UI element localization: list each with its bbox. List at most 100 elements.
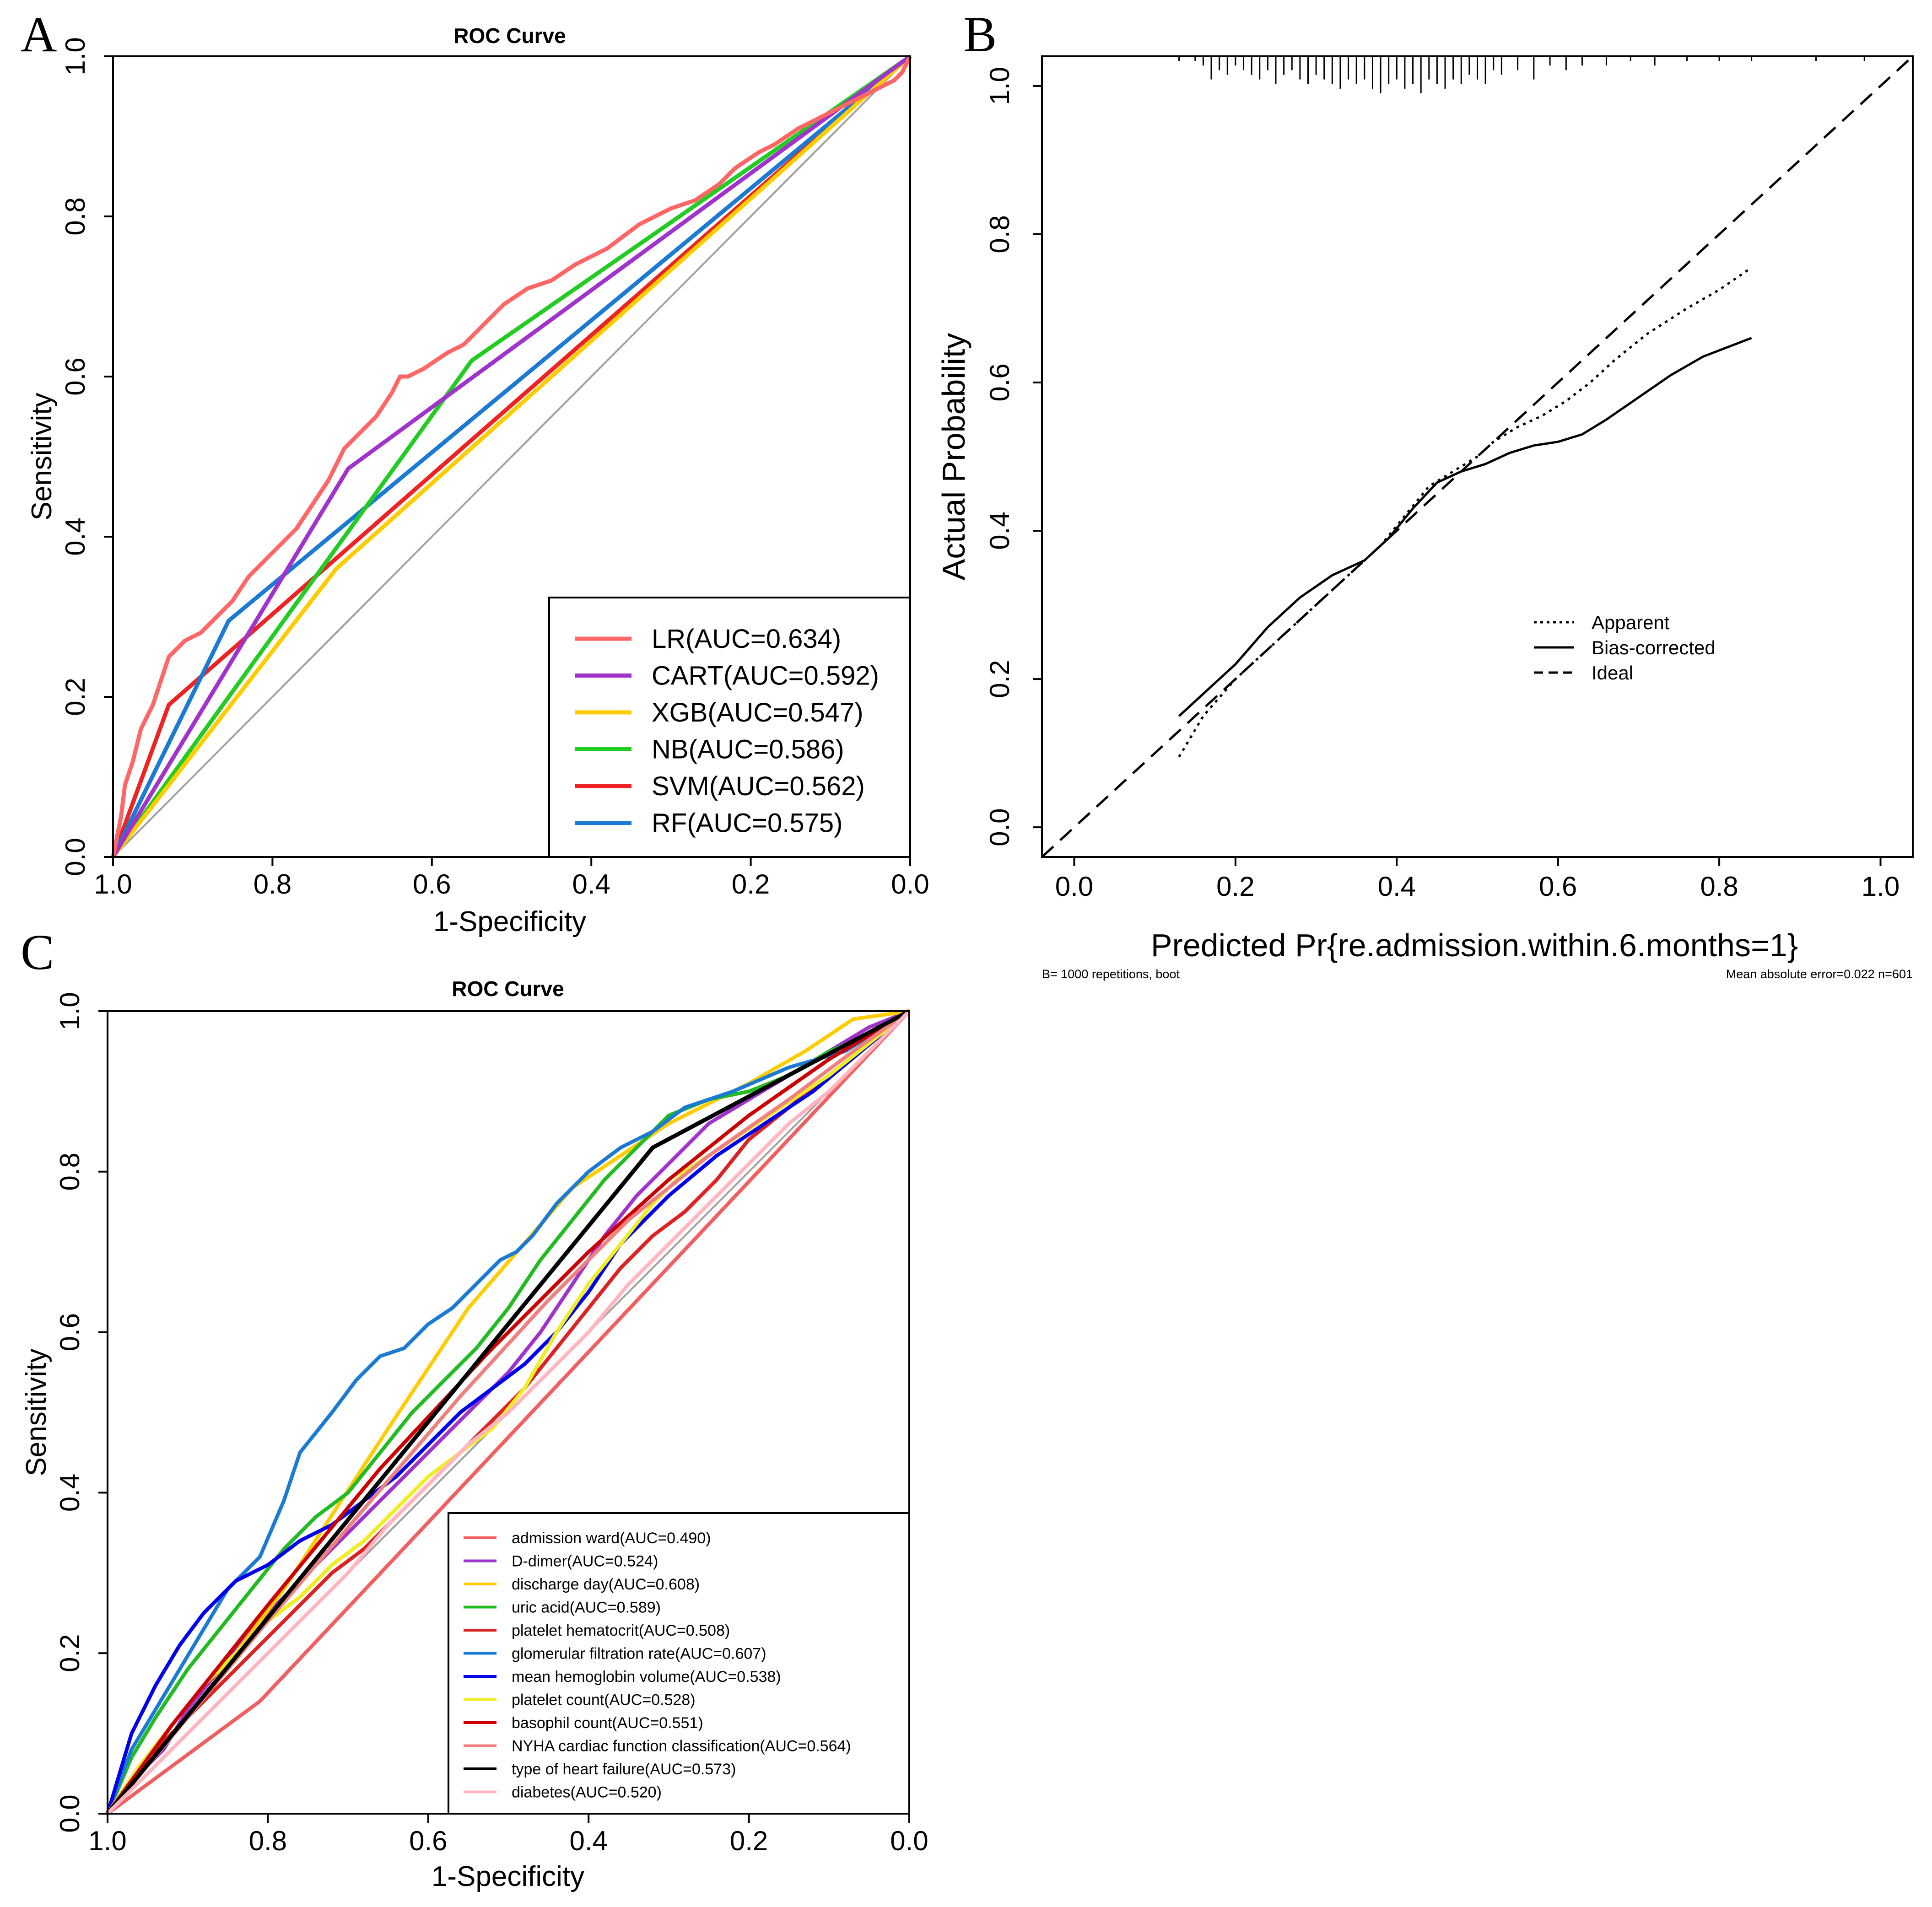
y-tick-label: 0.0 xyxy=(60,838,91,876)
legend-label-bias-corrected: Bias-corrected xyxy=(1592,637,1716,658)
panel-c-series-group xyxy=(106,1009,911,1815)
roc-line-diabetes xyxy=(106,1010,911,1815)
y-tick-label: 0.6 xyxy=(54,1313,85,1351)
legend-label-xgb: XGB(AUC=0.547) xyxy=(652,698,863,727)
panel-a-x-axis: 1.0 0.8 0.6 0.4 0.2 0.0 xyxy=(94,857,929,900)
panel-c-legend: admission ward(AUC=0.490) D-dimer(AUC=0.5… xyxy=(448,1512,910,1815)
panel-c: C ROC Curve 1.0 0.8 0.6 0.4 0.2 0.0 0.0 0.2 0.4… xyxy=(21,924,928,1892)
panel-c-x-axis: 1.0 0.8 0.6 0.4 0.2 0.0 xyxy=(88,1814,928,1856)
legend-label-admission-ward: admission ward(AUC=0.490) xyxy=(512,1530,711,1547)
roc-line-type-of-heart-failure xyxy=(106,1009,911,1815)
roc-line-cart xyxy=(111,54,912,858)
x-tick-label: 0.0 xyxy=(891,869,929,900)
x-tick-label: 0.2 xyxy=(730,1826,768,1856)
panel-c-label: C xyxy=(21,924,54,980)
panel-a-plot-frame xyxy=(112,55,911,858)
legend-label-platelet-hematocrit: platelet hematocrit(AUC=0.508) xyxy=(512,1622,730,1639)
y-tick-label: 0.4 xyxy=(54,1474,85,1512)
panel-b-footnote-left: B= 1000 repetitions, boot xyxy=(1042,967,1180,981)
y-tick-label: 0.4 xyxy=(60,517,91,555)
roc-line-rf xyxy=(111,54,912,858)
panel-b-x-axis: 0.0 0.2 0.4 0.6 0.8 1.0 xyxy=(1055,857,1900,902)
x-tick-label: 0.6 xyxy=(413,869,451,900)
y-tick-label: 0.2 xyxy=(54,1634,85,1672)
panel-c-legend-box xyxy=(448,1512,910,1815)
legend-label-diabetes: diabetes(AUC=0.520) xyxy=(512,1784,662,1801)
x-tick-label: 0.0 xyxy=(890,1826,928,1856)
legend-label-mean-hemoglobin-volume: mean hemoglobin volume(AUC=0.538) xyxy=(512,1668,781,1686)
x-tick-label: 0.8 xyxy=(254,869,291,900)
panel-a-x-label: 1-Specificity xyxy=(433,906,586,937)
y-tick-label: 0.4 xyxy=(984,512,1015,549)
panel-c-y-axis: 0.0 0.2 0.4 0.6 0.8 1.0 xyxy=(54,992,108,1833)
roc-line-nb xyxy=(111,54,912,858)
x-tick-label: 0.6 xyxy=(409,1826,447,1856)
panel-a-y-axis: 0.0 0.2 0.4 0.6 0.8 1.0 xyxy=(60,37,113,876)
roc-line-glomerular-filtration-rate xyxy=(106,1009,911,1815)
panel-b-series-group xyxy=(1041,55,1914,858)
panel-b-x-label: Predicted Pr{re.admission.within.6.month… xyxy=(1151,927,1798,963)
panel-c-x-label: 1-Specificity xyxy=(432,1861,584,1892)
panel-b-footnote-right: Mean absolute error=0.022 n=601 xyxy=(1726,967,1913,981)
legend-label-glomerular-filtration-rate: glomerular filtration rate(AUC=0.607) xyxy=(512,1645,766,1663)
legend-label-lr: LR(AUC=0.634) xyxy=(652,624,841,654)
roc-line-basophil-count xyxy=(106,1009,911,1815)
roc-line-uric-acid xyxy=(106,1009,911,1815)
y-tick-label: 0.2 xyxy=(984,660,1015,698)
panel-c-y-label: Sensitivity xyxy=(21,1348,52,1476)
legend-label-uric-acid: uric acid(AUC=0.589) xyxy=(512,1599,661,1616)
x-tick-label: 0.4 xyxy=(572,869,610,900)
panel-b-y-axis: 0.0 0.2 0.4 0.6 0.8 1.0 xyxy=(984,67,1042,846)
panel-a-legend: LR(AUC=0.634) CART(AUC=0.592) XGB(AUC=0.54… xyxy=(548,597,911,858)
x-tick-label: 0.2 xyxy=(732,869,770,900)
panel-a: A ROC Curve 1.0 0.8 0.6 0.4 0.2 0.0 0.0 0.2 0.4… xyxy=(21,6,929,937)
panel-b-label: B xyxy=(963,6,997,62)
x-tick-label: 0.8 xyxy=(249,1826,287,1856)
roc-line-lr xyxy=(111,55,912,857)
diagonal-reference-line xyxy=(112,55,911,858)
panel-a-title: ROC Curve xyxy=(453,24,566,48)
y-tick-label: 0.6 xyxy=(984,363,1015,401)
legend-label-rf: RF(AUC=0.575) xyxy=(652,808,842,838)
y-tick-label: 0.6 xyxy=(60,357,91,395)
x-tick-label: 1.0 xyxy=(1862,871,1900,902)
x-tick-label: 1.0 xyxy=(94,869,132,900)
roc-line-platelet-hematocrit xyxy=(106,1009,911,1815)
y-tick-label: 1.0 xyxy=(54,992,85,1030)
panel-b-legend: Apparent Bias-corrected Ideal xyxy=(1534,612,1716,684)
legend-label-ideal: Ideal xyxy=(1592,662,1633,684)
panel-a-label: A xyxy=(21,6,57,62)
y-tick-label: 0.8 xyxy=(54,1153,85,1191)
panel-b-y-label: Actual Probability xyxy=(936,333,971,581)
y-tick-label: 0.2 xyxy=(60,678,91,716)
roc-line-mean-hemoglobin-volume xyxy=(106,1009,911,1815)
panel-b-rug xyxy=(1178,56,1865,94)
panel-a-series-group xyxy=(111,54,912,858)
legend-label-nb: NB(AUC=0.586) xyxy=(652,735,844,765)
legend-label-d-dimer: D-dimer(AUC=0.524) xyxy=(512,1553,658,1570)
legend-label-basophil-count: basophil count(AUC=0.551) xyxy=(512,1714,703,1732)
y-tick-label: 0.0 xyxy=(984,808,1015,846)
legend-label-platelet-count: platelet count(AUC=0.528) xyxy=(512,1692,696,1709)
legend-label-svm: SVM(AUC=0.562) xyxy=(652,771,865,801)
x-tick-label: 0.4 xyxy=(569,1826,607,1856)
x-tick-label: 0.8 xyxy=(1700,871,1738,902)
y-tick-label: 0.0 xyxy=(54,1794,85,1832)
legend-label-discharge-day: discharge day(AUC=0.608) xyxy=(512,1576,700,1593)
legend-label-cart: CART(AUC=0.592) xyxy=(652,661,879,691)
panel-b-plot-frame xyxy=(1041,55,1914,858)
legend-label-type-of-heart-failure: type of heart failure(AUC=0.573) xyxy=(512,1761,736,1778)
x-tick-label: 0.6 xyxy=(1539,871,1577,902)
y-tick-label: 1.0 xyxy=(984,67,1015,105)
panel-a-y-label: Sensitivity xyxy=(26,393,58,520)
panel-c-title: ROC Curve xyxy=(452,977,564,1001)
roc-line-xgb xyxy=(111,54,912,858)
x-tick-label: 0.2 xyxy=(1216,871,1254,902)
x-tick-label: 0.4 xyxy=(1378,871,1416,902)
panel-a-reference-group xyxy=(112,55,911,858)
y-tick-label: 1.0 xyxy=(60,37,91,75)
panel-b: B 0.0 0.2 0.4 0.6 0.8 1.0 0.00.20.40.60.81.0 … xyxy=(936,6,1914,981)
y-tick-label: 0.8 xyxy=(60,197,91,235)
